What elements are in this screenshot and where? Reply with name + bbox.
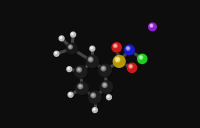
Circle shape	[150, 24, 153, 27]
Circle shape	[100, 66, 112, 77]
Circle shape	[69, 93, 73, 97]
Circle shape	[76, 67, 88, 78]
Circle shape	[114, 57, 126, 68]
Circle shape	[139, 55, 147, 64]
Circle shape	[76, 82, 88, 94]
Circle shape	[69, 93, 70, 94]
Circle shape	[68, 92, 73, 97]
Circle shape	[113, 56, 125, 67]
Circle shape	[108, 96, 109, 97]
Circle shape	[115, 45, 116, 46]
Circle shape	[68, 44, 78, 55]
Circle shape	[78, 84, 83, 89]
Circle shape	[72, 33, 73, 34]
Circle shape	[101, 66, 106, 71]
Circle shape	[77, 67, 81, 72]
Circle shape	[151, 25, 152, 26]
Circle shape	[117, 58, 118, 60]
Circle shape	[91, 47, 92, 48]
Circle shape	[127, 47, 129, 49]
Circle shape	[72, 33, 73, 35]
Circle shape	[91, 93, 95, 98]
Circle shape	[91, 47, 93, 49]
Circle shape	[149, 23, 156, 31]
Circle shape	[92, 94, 94, 96]
Circle shape	[107, 95, 112, 100]
Circle shape	[86, 55, 98, 68]
Circle shape	[104, 84, 105, 86]
Circle shape	[93, 108, 98, 113]
Circle shape	[90, 46, 95, 51]
Circle shape	[99, 64, 111, 77]
Circle shape	[75, 66, 87, 78]
Circle shape	[67, 67, 72, 72]
Circle shape	[107, 95, 111, 100]
Circle shape	[149, 24, 157, 31]
Circle shape	[93, 108, 95, 110]
Circle shape	[129, 65, 132, 68]
Circle shape	[128, 64, 137, 73]
Circle shape	[90, 58, 91, 60]
Circle shape	[69, 93, 71, 95]
Circle shape	[78, 69, 80, 70]
Circle shape	[139, 56, 143, 59]
Circle shape	[126, 46, 135, 55]
Circle shape	[94, 109, 95, 110]
Circle shape	[114, 44, 117, 48]
Circle shape	[126, 46, 130, 50]
Circle shape	[69, 46, 71, 48]
Circle shape	[55, 52, 57, 54]
Circle shape	[54, 51, 59, 56]
Circle shape	[60, 36, 64, 41]
Circle shape	[66, 43, 77, 54]
Circle shape	[90, 47, 95, 51]
Circle shape	[102, 67, 104, 69]
Circle shape	[60, 37, 62, 39]
Circle shape	[55, 52, 59, 56]
Circle shape	[140, 57, 142, 58]
Circle shape	[71, 32, 76, 37]
Circle shape	[87, 57, 99, 68]
Circle shape	[59, 36, 64, 41]
Circle shape	[113, 44, 122, 52]
Circle shape	[92, 108, 97, 113]
Circle shape	[107, 96, 109, 97]
Circle shape	[90, 92, 102, 104]
Circle shape	[102, 83, 107, 87]
Circle shape	[112, 43, 121, 52]
Circle shape	[89, 91, 101, 103]
Circle shape	[68, 67, 70, 69]
Circle shape	[77, 83, 89, 95]
Circle shape	[115, 57, 120, 62]
Circle shape	[79, 85, 81, 87]
Circle shape	[67, 67, 72, 72]
Circle shape	[88, 57, 93, 62]
Circle shape	[130, 66, 131, 67]
Circle shape	[55, 52, 56, 53]
Circle shape	[100, 81, 113, 93]
Circle shape	[127, 63, 137, 72]
Circle shape	[138, 54, 147, 63]
Circle shape	[125, 45, 134, 55]
Circle shape	[68, 45, 72, 49]
Circle shape	[71, 33, 76, 37]
Circle shape	[68, 68, 69, 69]
Circle shape	[101, 82, 113, 94]
